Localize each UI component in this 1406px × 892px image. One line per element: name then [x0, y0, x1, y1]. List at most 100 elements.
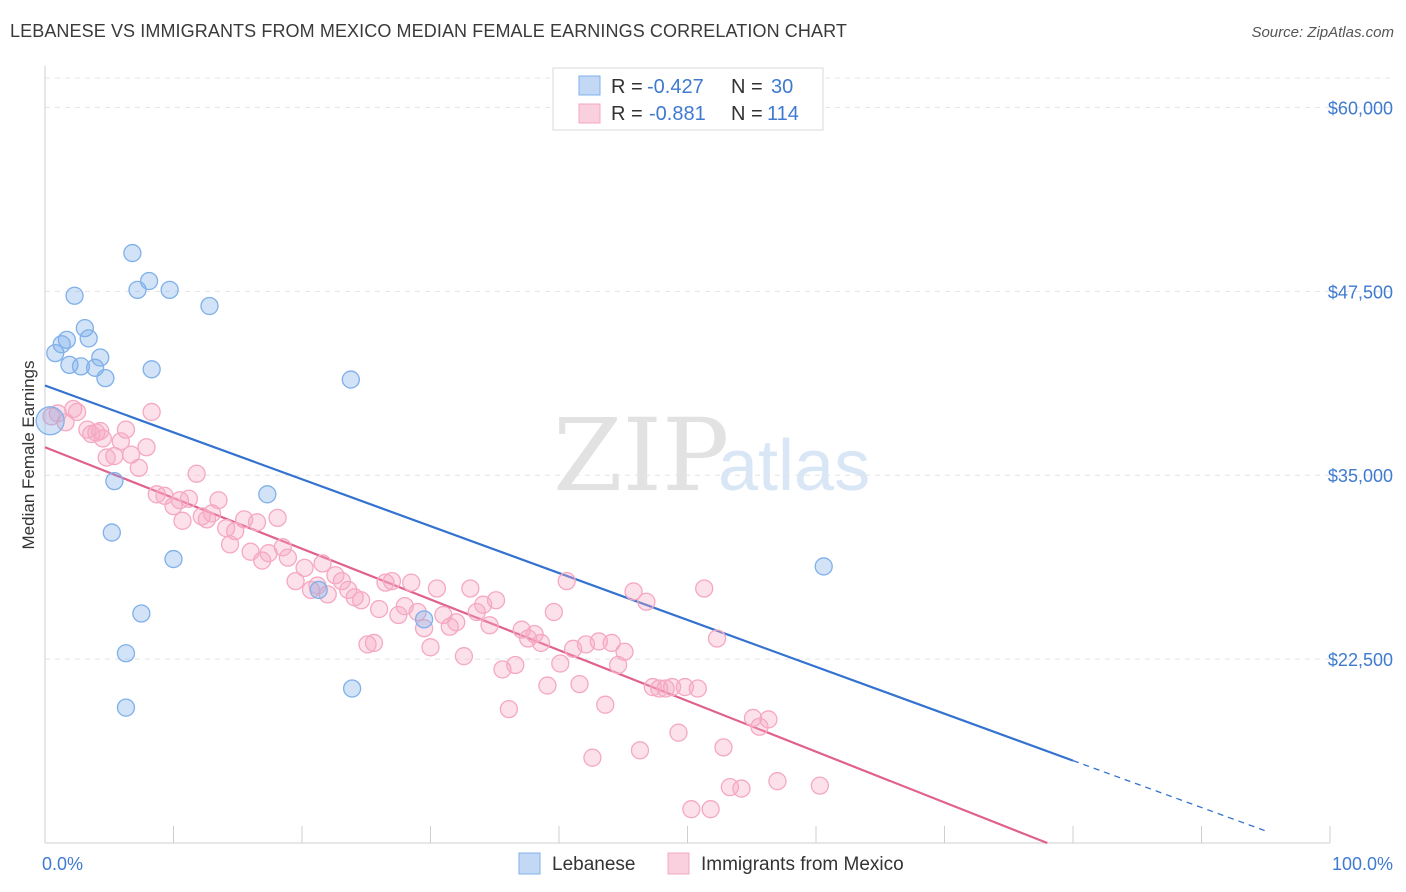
data-points	[35, 243, 833, 819]
mexico-point	[615, 642, 634, 661]
mexico-point	[596, 695, 615, 714]
mexico-point	[382, 571, 402, 591]
mexico-point	[197, 510, 217, 529]
mexico-point	[637, 592, 656, 611]
lebanese-point	[57, 330, 76, 350]
lebanese-point	[139, 271, 159, 291]
series-legend: Lebanese Immigrants from Mexico	[518, 852, 904, 875]
lebanese-point	[160, 280, 179, 299]
mexico-point	[427, 579, 447, 598]
mexico-point	[402, 573, 421, 592]
lebanese-point	[75, 318, 94, 338]
chart-title: LEBANESE VS IMMIGRANTS FROM MEXICO MEDIA…	[10, 21, 847, 41]
mexico-point	[669, 723, 688, 742]
mexico-point	[656, 679, 675, 698]
lebanese-point	[65, 286, 84, 305]
mexico-point	[570, 674, 589, 694]
mexico-point	[662, 677, 682, 697]
y-tick-label: $35,000	[1328, 466, 1393, 486]
mexico-point	[583, 748, 602, 767]
mexico-point	[179, 489, 199, 508]
lebanese-point	[35, 406, 65, 436]
mexico-point	[137, 438, 156, 457]
x-tick-labels: 0.0% 100.0%	[42, 854, 1393, 874]
lebanese-trend-extension	[1072, 760, 1266, 832]
mexico-point	[129, 458, 148, 478]
lebanese-point	[60, 355, 79, 375]
bottom-legend-swatch-lebanese	[518, 852, 541, 875]
mexico-point	[421, 638, 440, 657]
mexico-point	[187, 464, 206, 483]
y-tick-label: $60,000	[1328, 98, 1393, 118]
legend-n-label-1: N =	[731, 76, 763, 98]
mexico-point	[538, 676, 557, 695]
bottom-legend-swatch-mexico	[667, 852, 690, 875]
y-tick-label: $47,500	[1328, 282, 1393, 302]
legend-r-value-1: -0.427	[647, 76, 704, 98]
legend-r-label-1: R =	[611, 76, 643, 98]
y-tick-labels: $22,500 $35,000 $47,500 $60,000	[1328, 98, 1393, 670]
lebanese-point	[258, 485, 277, 504]
mexico-point	[531, 633, 551, 653]
lebanese-point	[91, 348, 110, 367]
lebanese-point	[123, 243, 142, 263]
mexico-point	[351, 591, 371, 610]
grid-lines	[45, 77, 1395, 660]
mexico-point	[630, 741, 650, 760]
correlation-legend: R = -0.427 N = 30 R = -0.881 N = 114	[552, 67, 824, 131]
mexico-point	[506, 655, 525, 675]
lebanese-point	[814, 557, 833, 576]
mexico-point	[624, 582, 643, 601]
mexico-point	[364, 633, 384, 653]
lebanese-point	[79, 329, 98, 348]
mexico-point	[142, 402, 161, 422]
mexico-point	[358, 635, 377, 654]
mexico-point	[111, 432, 130, 451]
mexico-point	[209, 491, 228, 510]
mexico-point	[467, 602, 486, 622]
mexico-point	[286, 571, 305, 591]
lebanese-point	[341, 370, 360, 389]
mexico-point	[192, 507, 211, 526]
lebanese-point	[102, 523, 121, 542]
mexico-point	[759, 710, 778, 729]
watermark-atlas: atlas	[718, 426, 870, 506]
legend-n-value-1: 30	[771, 76, 793, 98]
x-tick-label-min: 0.0%	[42, 854, 83, 874]
lebanese-point	[142, 360, 161, 379]
mexico-point	[454, 647, 474, 666]
mexico-point	[247, 513, 267, 532]
mexico-point	[253, 551, 272, 570]
lebanese-point	[116, 698, 136, 717]
mexico-point	[695, 579, 714, 598]
mexico-point	[376, 573, 395, 592]
lebanese-point	[116, 644, 136, 663]
mexico-point	[544, 602, 564, 622]
mexico-point	[701, 800, 720, 819]
mexico-point	[369, 599, 389, 619]
mexico-point	[768, 772, 787, 791]
mexico-point	[408, 602, 427, 622]
lebanese-point	[200, 296, 219, 316]
mexico-point	[339, 580, 358, 600]
mexico-point	[486, 591, 506, 610]
lebanese-point	[132, 604, 151, 623]
lebanese-point	[342, 679, 362, 698]
bottom-legend-lebanese: Lebanese	[552, 854, 635, 875]
legend-r-label-2: R =	[611, 103, 643, 125]
mexico-point	[313, 554, 332, 573]
mexico-point	[720, 777, 740, 797]
mexico-point	[480, 616, 499, 635]
mexico-point	[810, 776, 830, 795]
mexico-point	[602, 633, 621, 653]
watermark-zip: ZIP	[553, 397, 729, 514]
mexico-point	[707, 629, 727, 648]
mexico-point	[278, 548, 298, 567]
lebanese-trend-line	[44, 384, 1074, 762]
lebanese-point	[309, 580, 328, 600]
legend-n-label-2: N =	[731, 103, 763, 125]
mexico-point	[714, 738, 733, 757]
legend-n-value-2: 114	[767, 103, 799, 125]
mexico-point	[97, 448, 116, 467]
mexico-point	[295, 558, 314, 578]
